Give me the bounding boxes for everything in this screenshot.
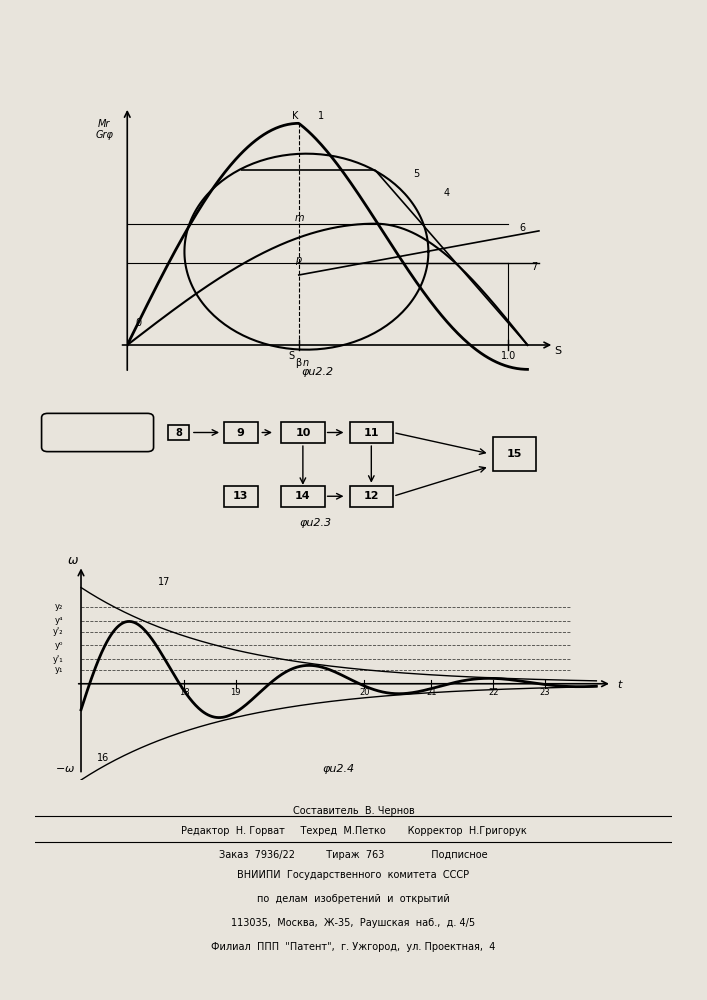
Bar: [281, 486, 325, 507]
Bar: [168, 425, 189, 440]
Text: $-\omega$: $-\omega$: [55, 764, 76, 774]
Text: 5: 5: [413, 169, 419, 179]
Bar: [349, 422, 393, 443]
Bar: [223, 422, 258, 443]
Text: S: S: [288, 351, 294, 361]
Text: 13: 13: [233, 491, 248, 501]
Text: 113035,  Москва,  Ж-35,  Раушская  наб.,  д. 4/5: 113035, Москва, Ж-35, Раушская наб., д. …: [231, 918, 476, 928]
Text: φu2.3: φu2.3: [299, 518, 332, 528]
Text: 6: 6: [520, 223, 526, 233]
Text: 15: 15: [507, 449, 522, 459]
Text: 4: 4: [443, 188, 450, 198]
Text: y⁴: y⁴: [54, 616, 63, 625]
Text: 18: 18: [179, 688, 189, 697]
Text: ВНИИПИ  Государственного  комитета  СССР: ВНИИПИ Государственного комитета СССР: [238, 870, 469, 880]
Bar: [223, 486, 258, 507]
Text: β: β: [295, 358, 301, 368]
Text: y₁: y₁: [54, 666, 63, 674]
Bar: [281, 422, 325, 443]
Text: Составитель  В. Чернов: Составитель В. Чернов: [293, 806, 414, 816]
Text: 21: 21: [426, 688, 437, 697]
Text: 16: 16: [96, 753, 109, 763]
Text: Филиал  ППП  "Патент",  г. Ужгород,  ул. Проектная,  4: Филиал ППП "Патент", г. Ужгород, ул. Про…: [211, 942, 496, 952]
Text: y⁰: y⁰: [54, 641, 63, 650]
Text: φu2.2: φu2.2: [302, 367, 334, 377]
Text: 8: 8: [175, 428, 182, 438]
Text: y'₁: y'₁: [52, 654, 63, 664]
Text: 17: 17: [158, 577, 170, 587]
Text: 23: 23: [539, 688, 550, 697]
Text: 9: 9: [237, 428, 245, 438]
Text: 10: 10: [296, 428, 310, 438]
Text: 19: 19: [230, 688, 241, 697]
Text: 0: 0: [135, 318, 141, 328]
Text: Заказ  7936/22          Тираж  763               Подписное: Заказ 7936/22 Тираж 763 Подписное: [219, 850, 488, 860]
Text: 7: 7: [531, 262, 537, 272]
Text: $\omega$: $\omega$: [67, 554, 79, 567]
Text: по  делам  изобретений  и  открытий: по делам изобретений и открытий: [257, 894, 450, 904]
Text: K: K: [292, 111, 298, 121]
Text: φu2.4: φu2.4: [322, 764, 355, 774]
Text: 12: 12: [363, 491, 379, 501]
Text: n: n: [303, 358, 309, 368]
Text: 11: 11: [363, 428, 379, 438]
Bar: [349, 486, 393, 507]
Text: 20: 20: [359, 688, 370, 697]
Text: p: p: [295, 255, 301, 265]
Text: 14: 14: [295, 491, 310, 501]
Text: 22: 22: [488, 688, 498, 697]
Text: 1.0: 1.0: [501, 351, 516, 361]
Text: Mr
Grφ: Mr Grφ: [95, 119, 113, 140]
Text: 1: 1: [318, 111, 324, 121]
Text: y₂: y₂: [54, 602, 63, 611]
Text: y'₂: y'₂: [52, 627, 63, 636]
Text: m: m: [295, 213, 305, 223]
Text: S: S: [554, 346, 561, 356]
Text: Редактор  Н. Горват     Техред  М.Петко       Корректор  Н.Григорук: Редактор Н. Горват Техред М.Петко Коррек…: [180, 826, 527, 836]
Bar: [493, 437, 536, 471]
Text: t: t: [617, 680, 621, 690]
